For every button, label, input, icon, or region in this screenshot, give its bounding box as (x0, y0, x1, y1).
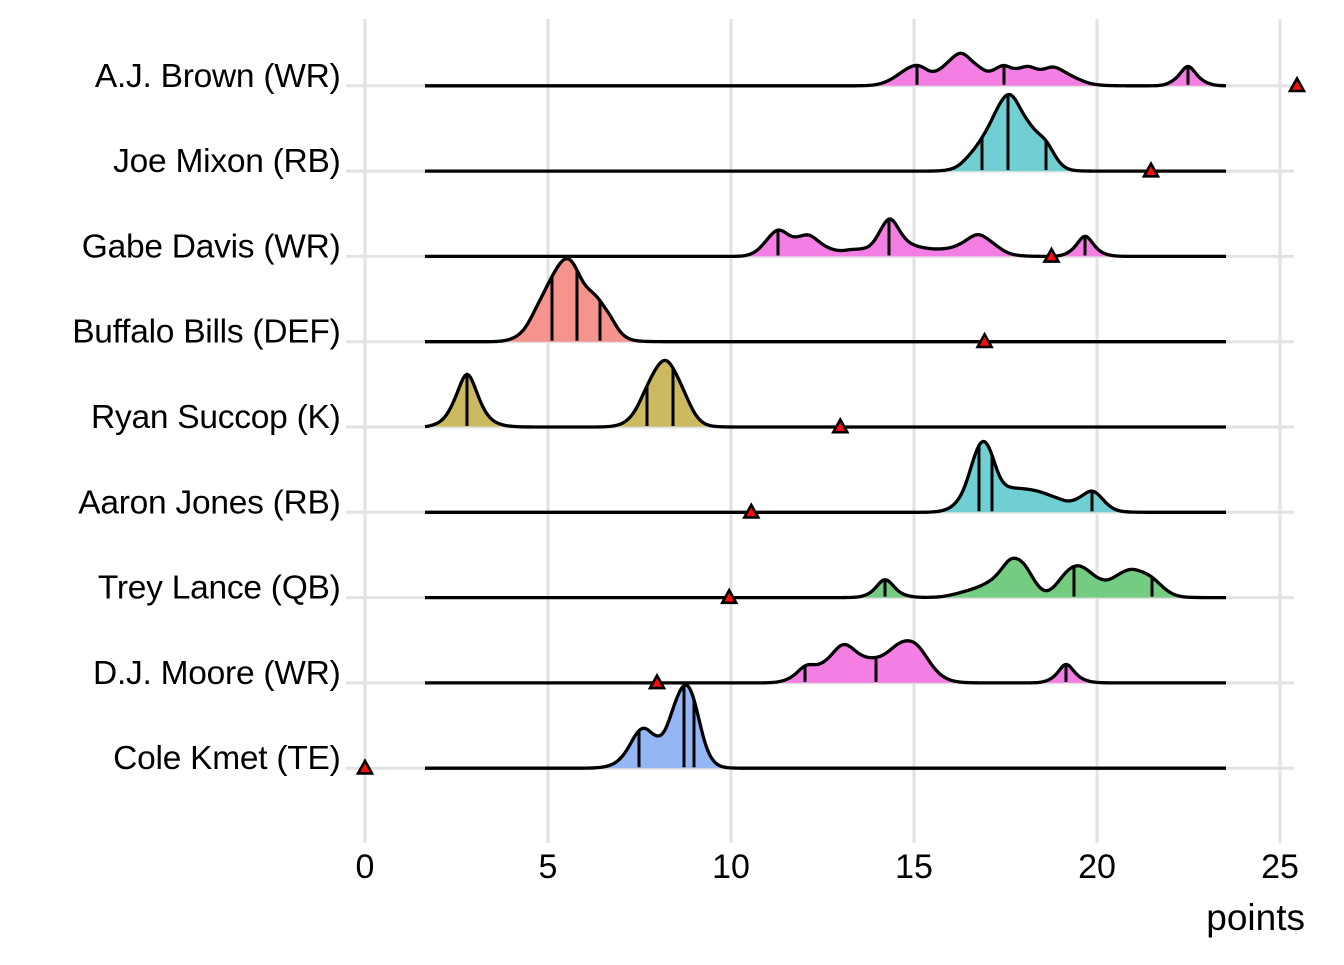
svg-text:Cole Kmet (TE): Cole Kmet (TE) (113, 740, 340, 777)
svg-text:Ryan Succop (K): Ryan Succop (K) (91, 399, 340, 436)
svg-text:25: 25 (1261, 848, 1299, 886)
svg-text:D.J. Moore (WR): D.J. Moore (WR) (93, 655, 341, 692)
svg-text:Trey Lance (QB): Trey Lance (QB) (98, 570, 341, 607)
svg-text:20: 20 (1078, 848, 1116, 886)
svg-text:Buffalo Bills (DEF): Buffalo Bills (DEF) (72, 314, 340, 351)
svg-text:Gabe Davis (WR): Gabe Davis (WR) (82, 228, 341, 265)
svg-text:10: 10 (712, 848, 750, 886)
svg-text:A.J. Brown (WR): A.J. Brown (WR) (95, 58, 341, 95)
svg-text:Aaron Jones (RB): Aaron Jones (RB) (78, 484, 340, 521)
svg-text:0: 0 (356, 848, 375, 886)
svg-text:points: points (1206, 897, 1305, 938)
svg-text:Joe Mixon (RB): Joe Mixon (RB) (113, 143, 340, 180)
svg-text:5: 5 (539, 848, 558, 886)
svg-text:15: 15 (895, 848, 933, 886)
